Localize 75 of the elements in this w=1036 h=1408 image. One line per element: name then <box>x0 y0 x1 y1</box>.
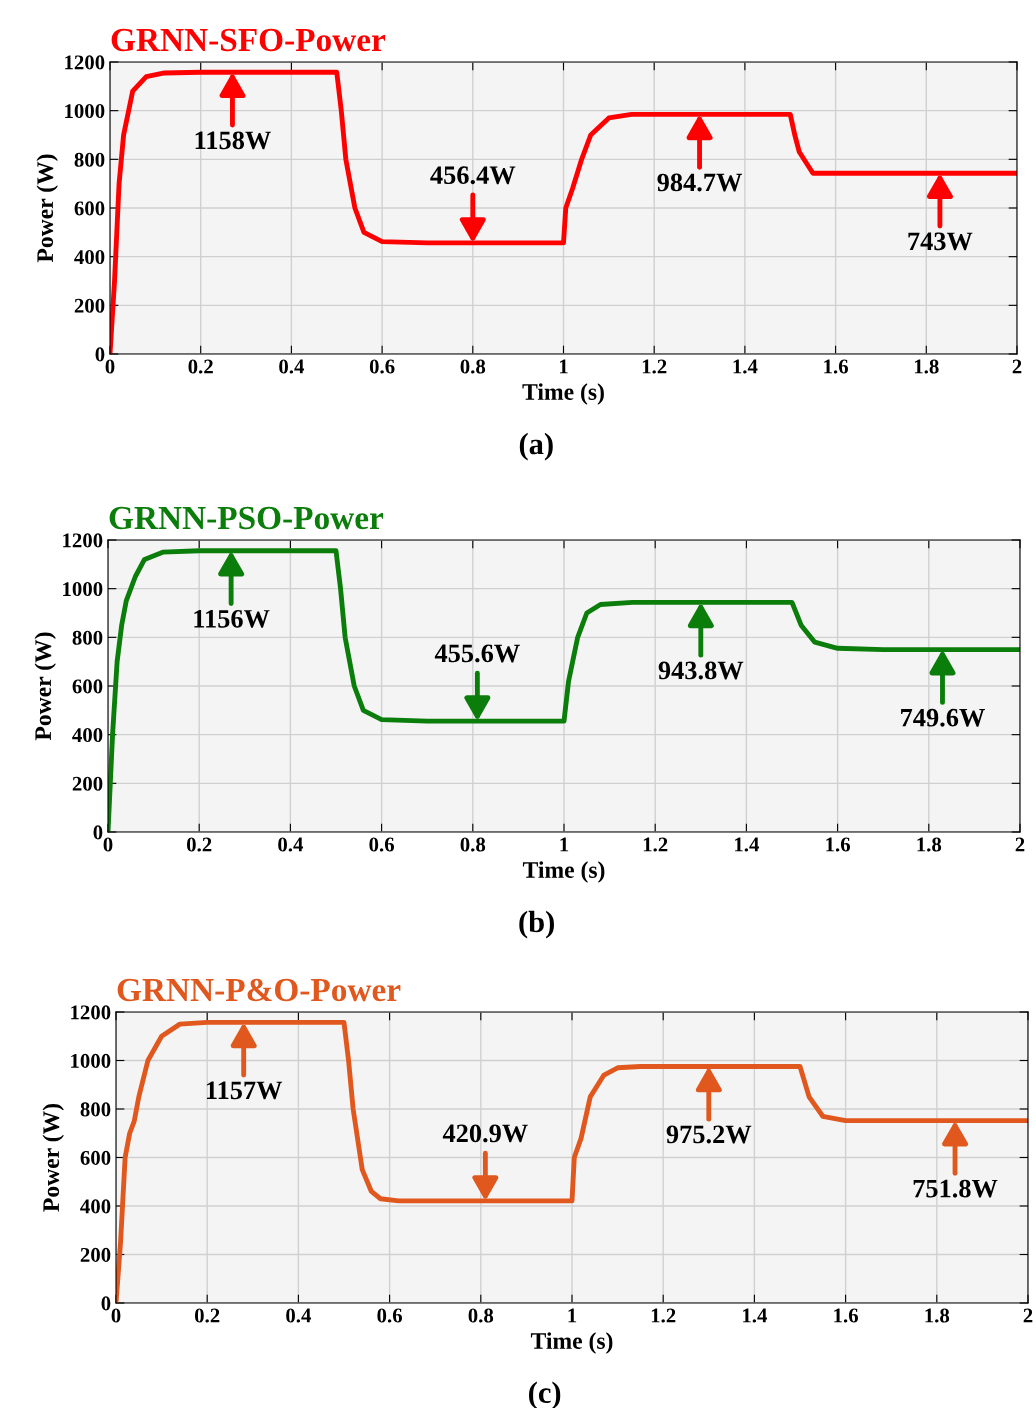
x-tick-label: 1.6 <box>826 837 851 852</box>
x-tick-label: 0.4 <box>279 359 305 374</box>
x-tick-label: 1.4 <box>735 837 760 852</box>
x-tick-label: 1.6 <box>824 359 849 374</box>
y-tick-label: 400 <box>80 1199 111 1214</box>
annotation: 1156W <box>194 609 270 628</box>
x-tick-label: 1.8 <box>914 359 939 374</box>
text: (b) <box>519 910 554 939</box>
y-tick-label: 600 <box>74 201 105 216</box>
x-tick-label: 0.8 <box>460 359 486 374</box>
y-axis-title: Power (W) <box>42 1104 64 1212</box>
annotation: 943.8W <box>658 661 744 680</box>
y-tick-label: 1200 <box>71 1005 111 1020</box>
x-tick-label: 0.2 <box>186 837 212 852</box>
x-tick-label: 0.4 <box>278 837 304 852</box>
y-tick-label: 1200 <box>63 533 103 548</box>
x-tick-label: 1.6 <box>834 1308 859 1323</box>
annotation: 984.7W <box>657 173 743 192</box>
annotation: 456.4W <box>430 166 516 185</box>
y-tick-label: 0 <box>95 347 105 362</box>
text: (a) <box>519 432 553 461</box>
annotation: 1158W <box>195 131 271 150</box>
x-tick-label: 1 <box>560 837 569 852</box>
y-tick-label: 600 <box>72 679 103 694</box>
x-tick-label: 0.6 <box>377 1308 403 1323</box>
x-tick-label: 2 <box>1015 837 1025 852</box>
x-axis-title: Time (s) <box>522 861 605 883</box>
x-tick-label: 1.2 <box>643 837 668 852</box>
x-tick-label: 2 <box>1012 359 1022 374</box>
y-tick-label: 200 <box>74 298 105 313</box>
y-tick-label: 200 <box>80 1247 111 1262</box>
x-tick-label: 1 <box>568 1308 577 1323</box>
x-tick-label: 2 <box>1023 1308 1033 1323</box>
x-tick-label: 0.8 <box>460 837 486 852</box>
chart-title: GRNN-PSO-Power <box>109 506 384 530</box>
x-tick-label: 0.6 <box>369 359 395 374</box>
y-tick-label: 0 <box>101 1296 111 1311</box>
y-tick-label: 1000 <box>65 104 105 119</box>
y-axis-title: Power (W) <box>36 154 58 263</box>
y-tick-label: 1000 <box>63 582 103 597</box>
x-tick-label: 1 <box>559 359 568 374</box>
x-tick-label: 0.2 <box>194 1308 220 1323</box>
y-tick-label: 800 <box>80 1102 111 1117</box>
x-tick-label: 1.8 <box>917 837 942 852</box>
x-tick-label: 0.4 <box>286 1308 312 1323</box>
annotation: 1157W <box>206 1081 283 1100</box>
y-tick-label: 1000 <box>71 1053 111 1068</box>
annotation: 975.2W <box>666 1125 752 1144</box>
y-tick-label: 600 <box>80 1150 111 1165</box>
x-tick-label: 1.2 <box>642 359 667 374</box>
x-tick-label: 1.4 <box>743 1308 768 1323</box>
x-tick-label: 0.6 <box>369 837 395 852</box>
y-tick-label: 800 <box>72 630 103 645</box>
y-tick-label: 1200 <box>65 55 105 70</box>
y-tick-label: 0 <box>93 825 103 840</box>
annotation: 420.9W <box>442 1124 528 1143</box>
x-axis-title: Time (s) <box>522 383 604 405</box>
chart-title: GRNN-P&O-Power <box>117 978 401 1002</box>
x-tick-label: 1.4 <box>733 359 758 374</box>
x-tick-label: 0.8 <box>468 1308 494 1323</box>
x-tick-label: 0 <box>111 1308 121 1323</box>
x-tick-label: 0.2 <box>188 359 213 374</box>
y-tick-label: 200 <box>72 776 103 791</box>
annotation: 743W <box>908 232 973 251</box>
chart-title: GRNN-SFO-Power <box>111 28 386 52</box>
y-axis-title: Power (W) <box>34 632 56 741</box>
x-tick-label: 1.2 <box>651 1308 676 1323</box>
y-tick-label: 400 <box>74 250 105 265</box>
annotation: 749.6W <box>901 708 985 727</box>
x-tick-label: 1.8 <box>925 1308 950 1323</box>
y-tick-label: 800 <box>74 152 105 167</box>
y-tick-label: 400 <box>72 728 103 743</box>
annotation: 751.8W <box>913 1179 998 1198</box>
annotation: 455.6W <box>434 644 520 663</box>
x-axis-title: Time (s) <box>530 1332 613 1354</box>
